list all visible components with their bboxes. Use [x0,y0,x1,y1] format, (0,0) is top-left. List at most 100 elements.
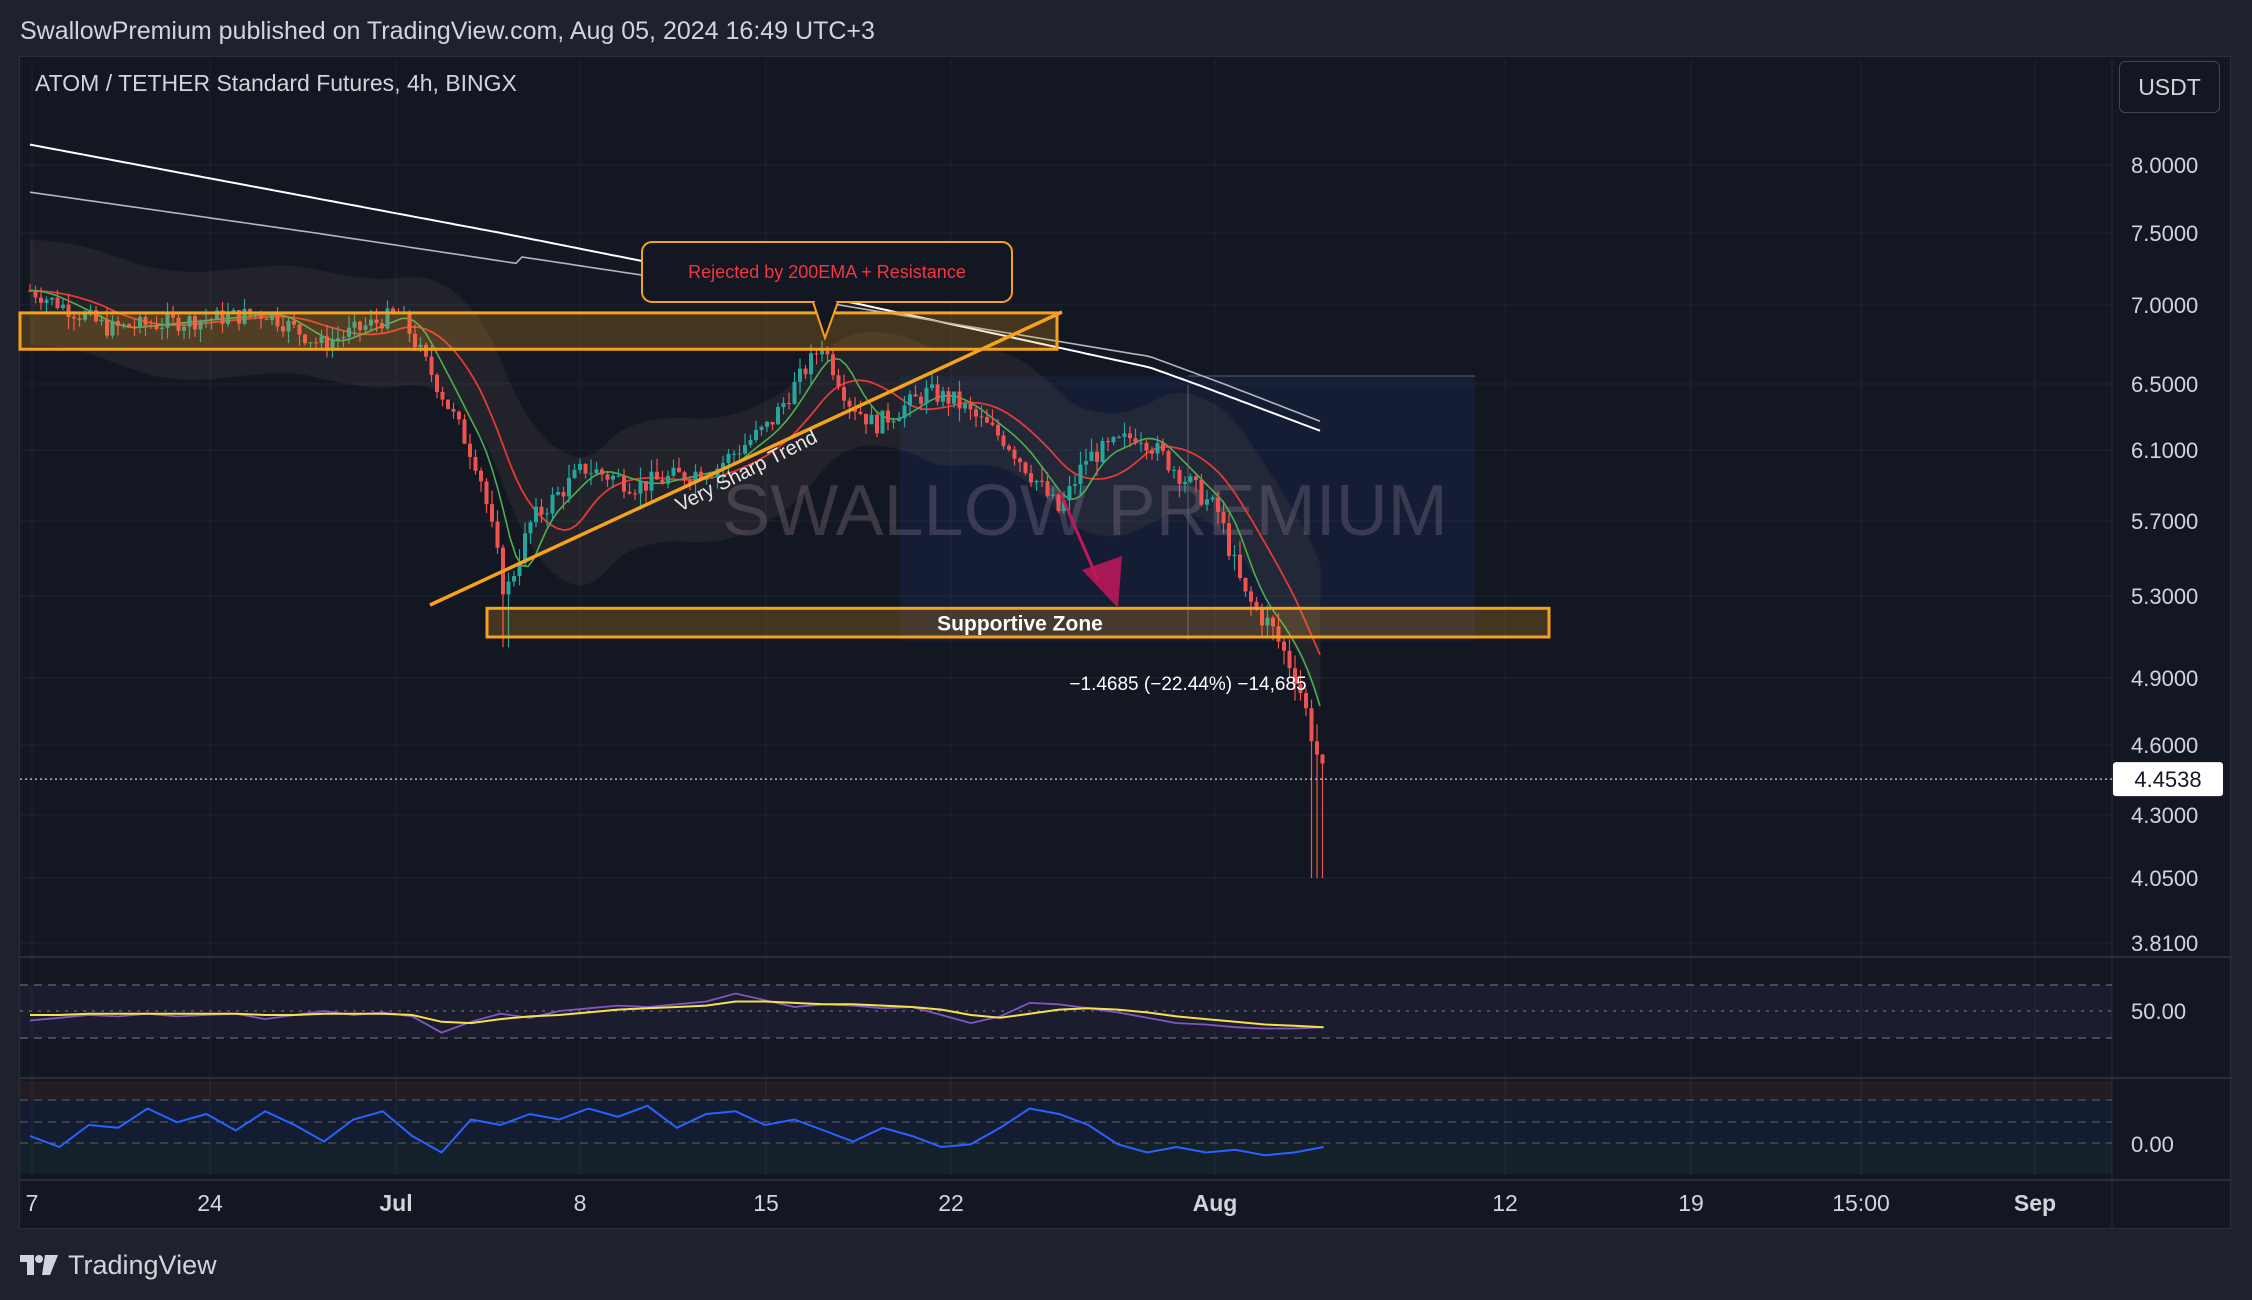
candle-body [1293,668,1297,685]
candle-body [979,416,984,418]
candle-body [699,471,703,480]
stoch-mid-band [20,1100,2112,1142]
candle-body [1298,684,1303,694]
candle-body [39,297,43,303]
candle-body [1304,693,1308,709]
candle-body [858,411,863,414]
support-zone [485,606,1551,639]
resistance-zone [18,311,1059,351]
candle-body [116,321,120,326]
candle-body [688,480,692,484]
candle-body [83,313,87,320]
candle-body [517,563,522,577]
candle-body [836,375,841,387]
candle-body [237,310,241,324]
candle-body [275,313,280,327]
date-tick-label: 8 [574,1190,587,1216]
price-tick-label: 4.9000 [2131,666,2198,691]
candle-body [1260,608,1264,626]
candle-body [143,316,148,326]
candle-body [655,471,659,480]
candle-body [803,368,808,375]
candle-body [644,481,648,491]
candle-body [869,414,874,425]
candle-body [1056,494,1061,512]
candle-body [391,308,395,313]
candle-body [308,342,313,344]
candle-body [303,334,307,344]
candle-body [193,316,197,330]
candle-body [314,342,318,344]
candle-body [875,414,879,434]
candle-body [259,314,263,319]
candle-body [864,413,868,425]
footer-brand: TradingView [68,1249,217,1280]
candle-body [1199,479,1204,505]
candle-body [825,350,830,355]
candle-body [242,308,247,324]
price-tick-label: 5.3000 [2131,584,2198,609]
candle-body [270,313,274,320]
candle-body [226,313,230,324]
candle-body [600,469,604,475]
candle-body [66,304,71,317]
date-tick-label: 24 [197,1190,223,1216]
candle-body [963,403,967,409]
candle-body [605,474,610,480]
tradingview-logo-icon [20,1255,58,1275]
candle-body [1249,591,1253,602]
candle-body [1007,446,1011,450]
candle-body [297,324,302,335]
date-tick-label: Aug [1193,1190,1238,1216]
candle-body [336,338,340,340]
candle-body [583,463,588,474]
candle-body [556,492,560,495]
candle-body [957,391,962,409]
candle-body [457,411,461,420]
resistance-callout-pointer [812,301,839,342]
candle-body [187,316,192,327]
candle-body [1045,481,1050,496]
candle-body [209,319,214,321]
candle-body [347,327,351,337]
candle-body [1023,462,1028,474]
candle-body [385,308,390,329]
candle-body [754,430,758,440]
candle-body [429,356,434,375]
candle-body [462,419,467,444]
price-tick-label: 5.7000 [2131,509,2198,534]
candle-body [930,384,934,388]
candle-body [380,323,384,329]
footer[interactable]: TradingView [20,1248,217,1282]
candle-body [1282,641,1286,651]
candle-body [737,453,742,455]
date-tick-label: 7 [26,1190,39,1216]
price-tick-label: 7.5000 [2131,221,2198,246]
candle-body [710,476,714,478]
candle-body [490,504,494,522]
price-tick-label: 7.0000 [2131,293,2198,318]
candle-body [902,405,907,419]
candle-body [770,421,775,425]
currency-button[interactable]: USDT [2119,61,2220,113]
candle-body [204,319,208,321]
resistance-callout-text: Rejected by 200EMA + Resistance [688,262,966,282]
candle-body [880,410,885,434]
candle-body [1315,741,1319,755]
stoch-line [29,1104,1324,1157]
symbol-title[interactable]: ATOM / TETHER Standard Futures, 4h, BING… [35,70,517,96]
candle-body [996,424,1000,436]
candle-body [671,467,676,476]
candle-body [726,453,731,464]
price-tick-label: 4.3000 [2131,803,2198,828]
candle-body [814,353,819,355]
candle-body [528,522,533,534]
candle-body [171,314,175,318]
candle-body [941,391,945,402]
candle-body [572,469,577,478]
candle-body [121,324,126,326]
candle-body [539,506,544,515]
candle-body [1172,469,1176,471]
candle-body [1166,451,1171,471]
